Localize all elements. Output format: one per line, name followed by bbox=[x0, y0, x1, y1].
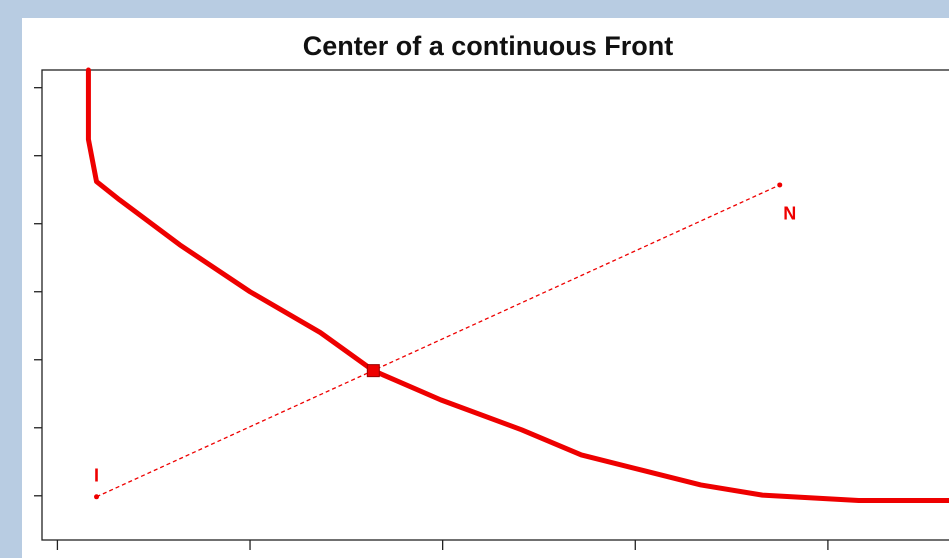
point-label: N bbox=[783, 204, 796, 224]
panel bbox=[22, 18, 949, 558]
front-curve bbox=[85, 67, 949, 504]
end-point bbox=[777, 182, 783, 188]
point-label: I bbox=[94, 466, 99, 486]
chart-title: Center of a continuous Front bbox=[303, 31, 674, 61]
dashed-segment bbox=[96, 184, 781, 498]
plot-frame bbox=[41, 69, 949, 541]
center-marker bbox=[366, 364, 380, 378]
end-point bbox=[94, 494, 100, 500]
